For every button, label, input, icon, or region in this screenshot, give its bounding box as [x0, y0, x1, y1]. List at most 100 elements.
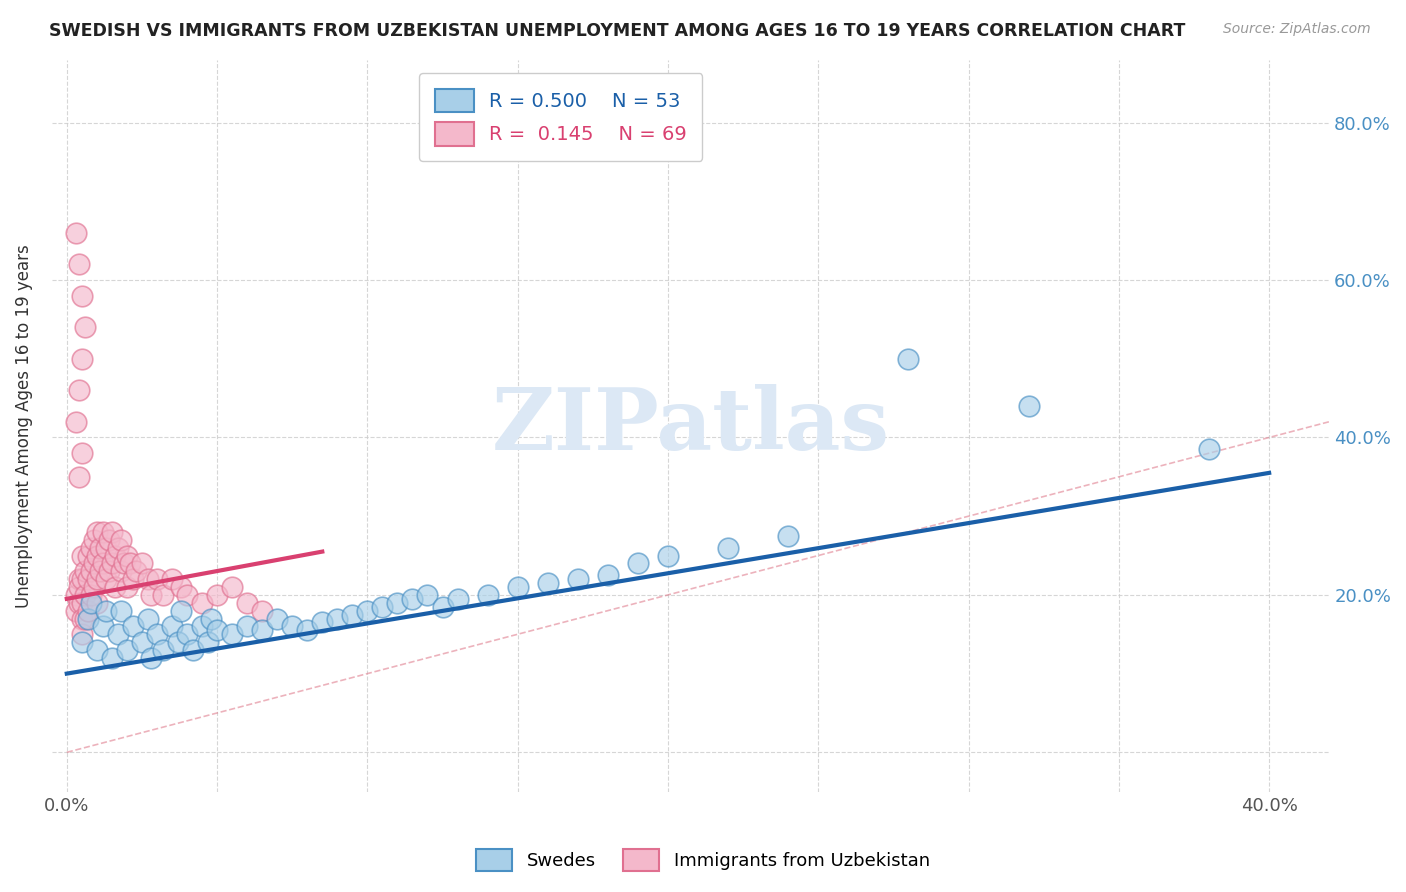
Point	[181, 643, 204, 657]
Point	[778, 529, 800, 543]
Point	[596, 568, 619, 582]
Point	[146, 572, 169, 586]
Point	[83, 557, 105, 571]
Point	[89, 564, 111, 578]
Point	[717, 541, 740, 555]
Point	[73, 564, 96, 578]
Point	[205, 588, 228, 602]
Point	[70, 611, 93, 625]
Point	[65, 415, 87, 429]
Point	[107, 627, 129, 641]
Point	[65, 226, 87, 240]
Point	[115, 580, 138, 594]
Point	[160, 572, 183, 586]
Point	[80, 564, 103, 578]
Point	[86, 549, 108, 563]
Point	[122, 619, 145, 633]
Point	[139, 651, 162, 665]
Point	[342, 607, 364, 622]
Point	[80, 588, 103, 602]
Point	[356, 604, 378, 618]
Point	[65, 604, 87, 618]
Point	[86, 643, 108, 657]
Legend: Swedes, Immigrants from Uzbekistan: Swedes, Immigrants from Uzbekistan	[470, 842, 936, 879]
Point	[91, 524, 114, 539]
Point	[136, 572, 159, 586]
Point	[170, 580, 193, 594]
Text: ZIPatlas: ZIPatlas	[492, 384, 890, 467]
Point	[73, 588, 96, 602]
Point	[197, 635, 219, 649]
Point	[118, 557, 141, 571]
Point	[86, 596, 108, 610]
Point	[101, 651, 124, 665]
Point	[236, 619, 259, 633]
Point	[89, 541, 111, 555]
Point	[76, 549, 98, 563]
Point	[297, 624, 319, 638]
Point	[94, 541, 117, 555]
Point	[73, 320, 96, 334]
Point	[67, 596, 90, 610]
Point	[112, 557, 135, 571]
Point	[191, 596, 214, 610]
Point	[70, 289, 93, 303]
Point	[477, 588, 499, 602]
Point	[76, 611, 98, 625]
Point	[97, 564, 120, 578]
Point	[136, 611, 159, 625]
Point	[70, 446, 93, 460]
Point	[416, 588, 439, 602]
Point	[1198, 442, 1220, 457]
Point	[86, 572, 108, 586]
Point	[657, 549, 679, 563]
Text: SWEDISH VS IMMIGRANTS FROM UZBEKISTAN UNEMPLOYMENT AMONG AGES 16 TO 19 YEARS COR: SWEDISH VS IMMIGRANTS FROM UZBEKISTAN UN…	[49, 22, 1185, 40]
Point	[70, 572, 93, 586]
Point	[131, 557, 153, 571]
Point	[76, 604, 98, 618]
Point	[122, 572, 145, 586]
Point	[250, 624, 273, 638]
Point	[91, 557, 114, 571]
Point	[80, 596, 103, 610]
Point	[281, 619, 304, 633]
Point	[86, 524, 108, 539]
Point	[326, 611, 349, 625]
Point	[432, 599, 454, 614]
Point	[70, 596, 93, 610]
Point	[176, 588, 198, 602]
Point	[91, 619, 114, 633]
Point	[67, 580, 90, 594]
Point	[311, 615, 333, 630]
Point	[67, 470, 90, 484]
Point	[83, 580, 105, 594]
Point	[537, 576, 560, 591]
Point	[107, 541, 129, 555]
Point	[221, 580, 243, 594]
Point	[152, 643, 174, 657]
Point	[104, 580, 127, 594]
Point	[387, 596, 409, 610]
Point	[236, 596, 259, 610]
Point	[160, 619, 183, 633]
Point	[170, 604, 193, 618]
Point	[167, 635, 190, 649]
Point	[191, 619, 214, 633]
Point	[70, 351, 93, 366]
Point	[65, 588, 87, 602]
Point	[94, 572, 117, 586]
Point	[97, 533, 120, 547]
Y-axis label: Unemployment Among Ages 16 to 19 years: Unemployment Among Ages 16 to 19 years	[15, 244, 32, 607]
Point	[250, 604, 273, 618]
Point	[115, 643, 138, 657]
Point	[139, 588, 162, 602]
Point	[1018, 399, 1040, 413]
Point	[371, 599, 394, 614]
Point	[70, 627, 93, 641]
Point	[76, 572, 98, 586]
Point	[67, 383, 90, 397]
Text: Source: ZipAtlas.com: Source: ZipAtlas.com	[1223, 22, 1371, 37]
Point	[101, 557, 124, 571]
Point	[200, 611, 222, 625]
Point	[506, 580, 529, 594]
